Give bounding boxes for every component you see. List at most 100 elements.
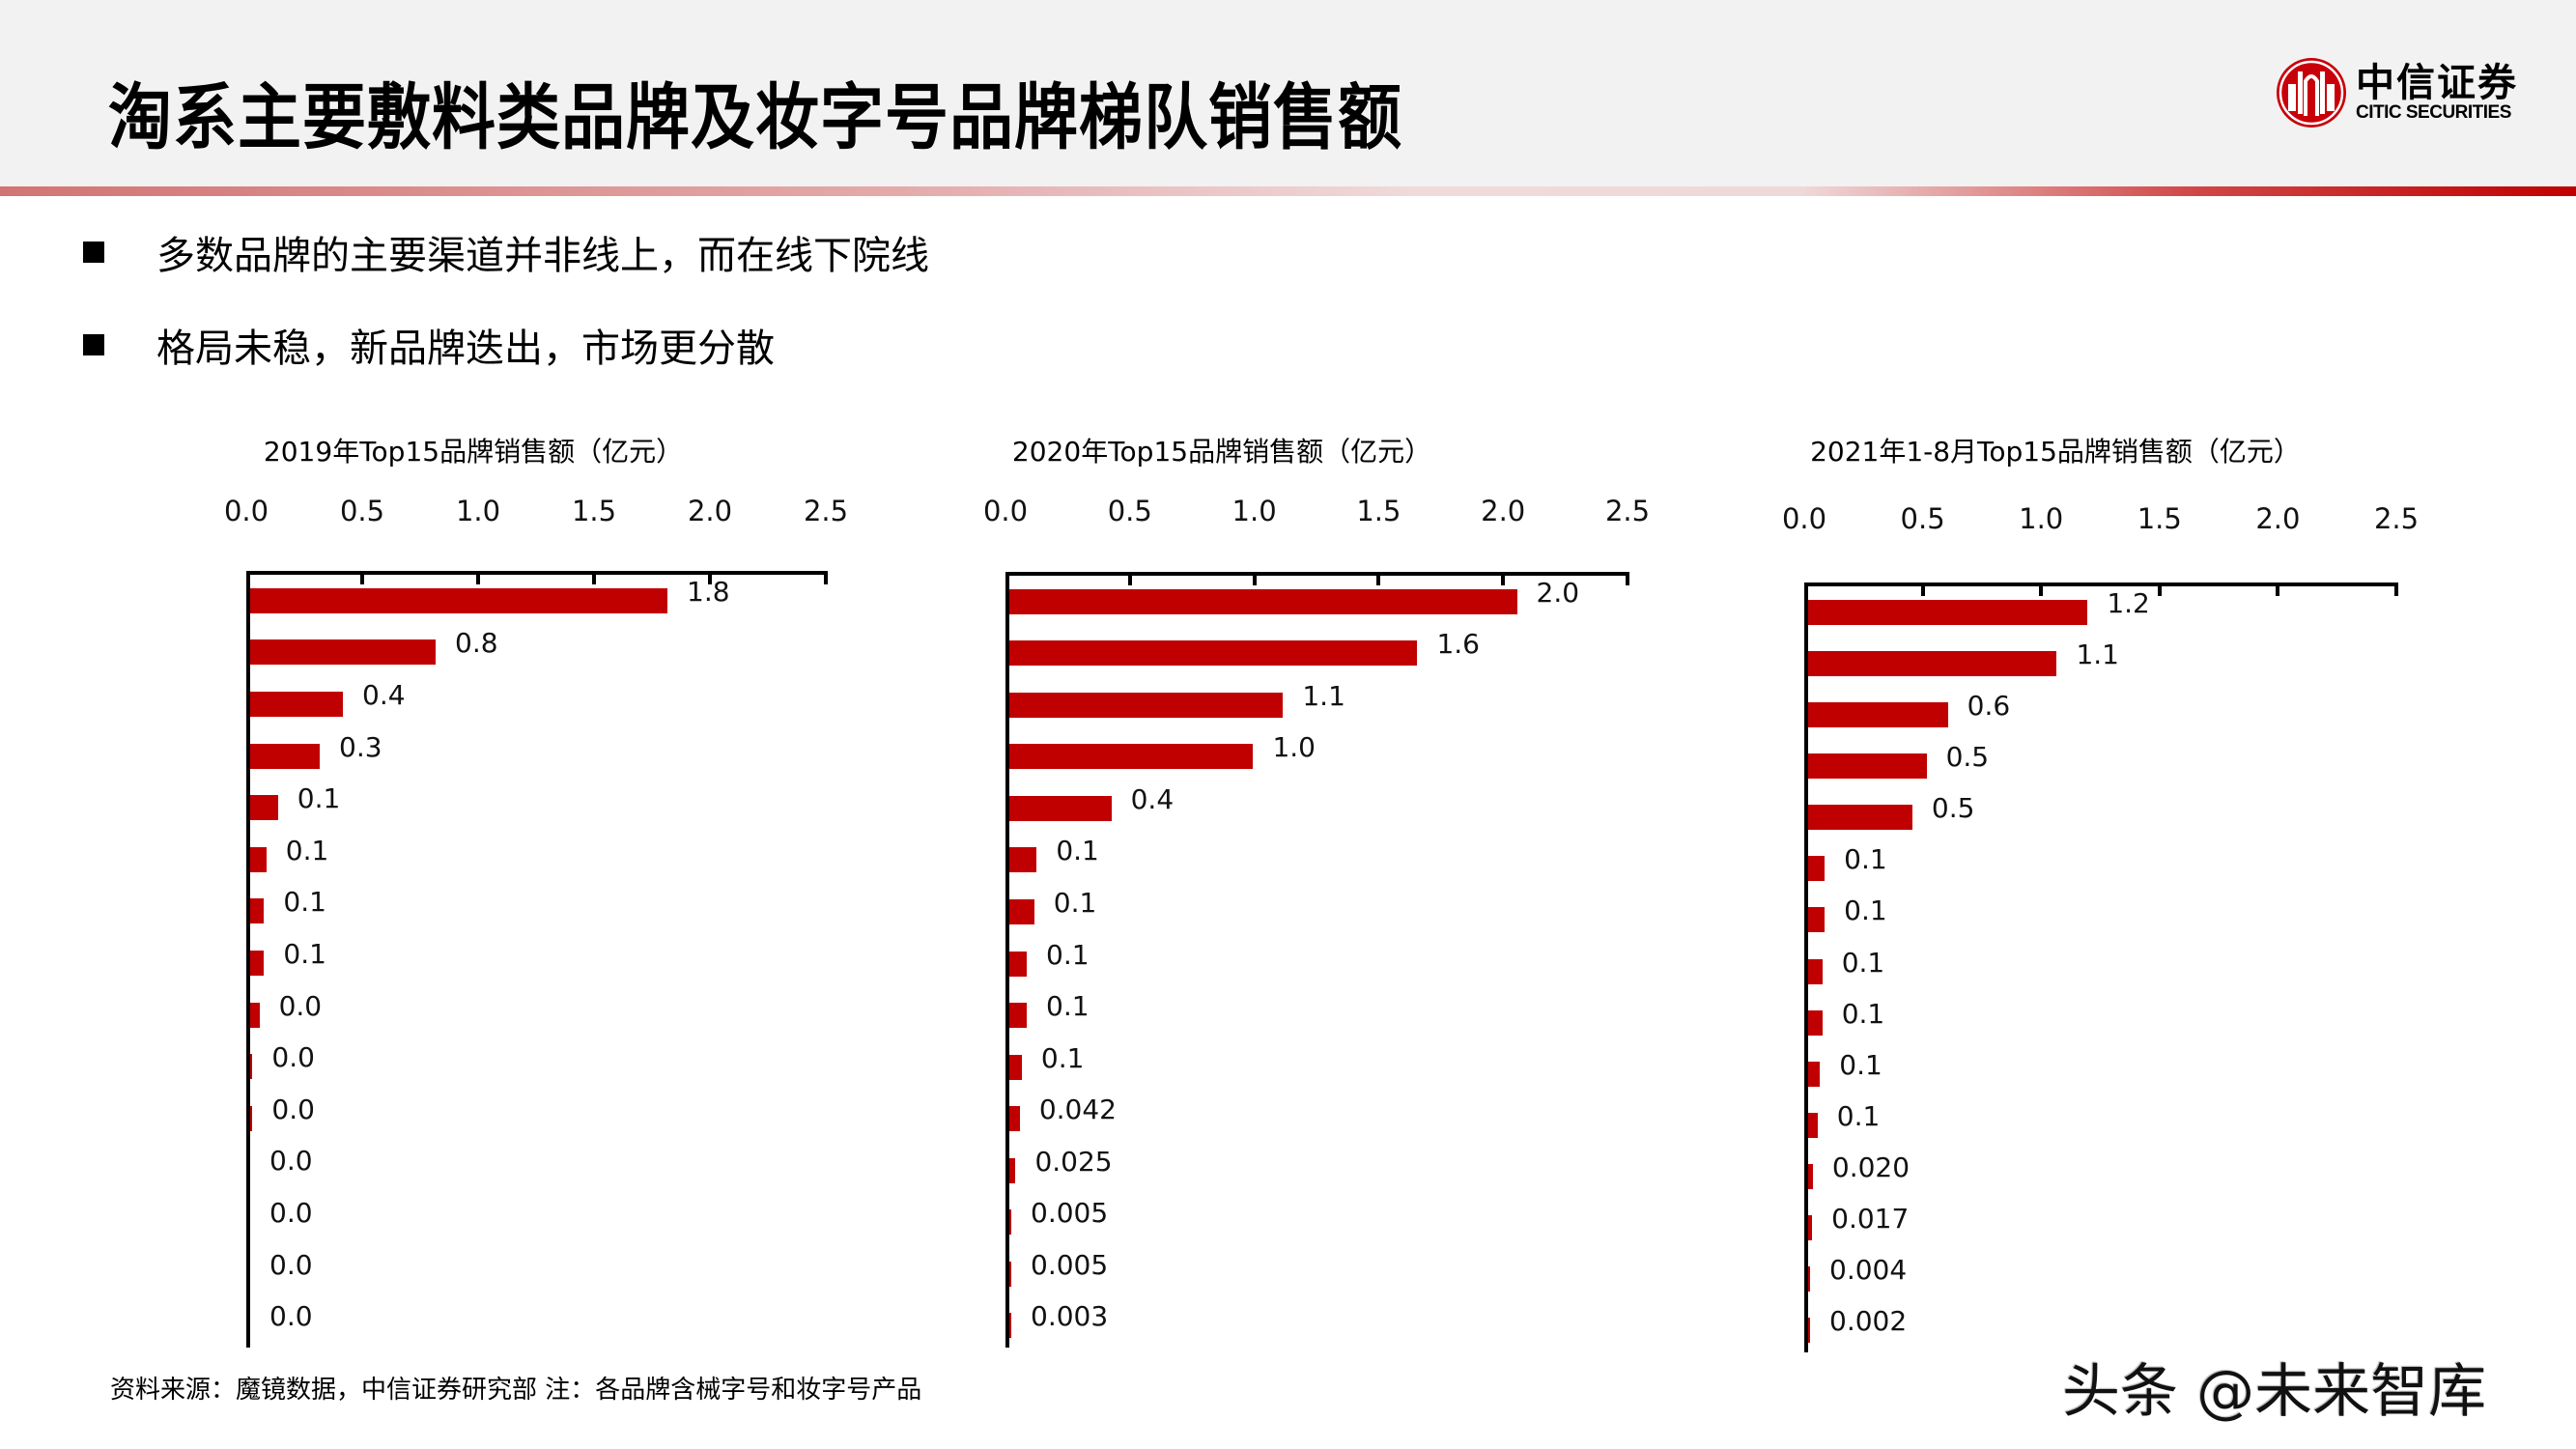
bar <box>1808 856 1826 882</box>
bar-value-label: 0.1 <box>1844 843 1887 876</box>
logo-en-text: CITIC SECURITIES <box>2356 102 2511 123</box>
bar-value-label: 0.003 <box>1031 1300 1109 1333</box>
bar-value-label: 2.0 <box>1536 576 1580 609</box>
bar-value-label: 0.017 <box>1831 1203 1910 1236</box>
bar-value-label: 0.8 <box>455 627 498 660</box>
x-tick-label: 0.0 <box>1781 502 1827 535</box>
bar-value-label: 0.1 <box>1046 990 1090 1023</box>
bar-value-label: 0.002 <box>1829 1305 1908 1338</box>
x-tick-mark <box>592 571 596 584</box>
bar <box>250 1002 260 1028</box>
bar-value-label: 1.0 <box>1272 731 1316 764</box>
x-tick-mark <box>824 571 828 584</box>
x-tick-label: 1.0 <box>1231 495 1277 527</box>
y-axis-line <box>1804 582 1808 1352</box>
bullet-square-icon <box>83 334 104 355</box>
x-tick-label: 1.0 <box>2019 502 2064 535</box>
header-band <box>0 0 2576 186</box>
bar-value-label: 0.1 <box>1836 1099 1881 1132</box>
bar <box>250 692 343 717</box>
bar-value-label: 1.1 <box>1302 679 1345 712</box>
x-tick-mark <box>1920 582 1925 596</box>
bar-value-label: 0.1 <box>1844 895 1887 927</box>
bar <box>1808 1215 1813 1241</box>
bar-value-label: 0.020 <box>1831 1151 1911 1184</box>
bar-value-label: 0.1 <box>285 834 329 867</box>
x-tick-label: 0.5 <box>1900 502 1945 535</box>
x-tick-mark <box>360 571 364 584</box>
bar-value-label: 0.005 <box>1031 1248 1109 1281</box>
x-axis-line <box>1005 572 1629 576</box>
bar <box>1009 1054 1022 1080</box>
bar <box>250 846 267 872</box>
x-tick-mark <box>1501 572 1506 585</box>
bar <box>250 1054 253 1080</box>
bar-value-label: 0.1 <box>1046 938 1090 971</box>
x-tick-label: 2.0 <box>1481 495 1526 527</box>
x-tick-mark <box>2394 582 2398 596</box>
bar <box>1009 1261 1011 1287</box>
x-tick-mark <box>708 571 712 584</box>
x-tick-mark <box>1376 572 1381 585</box>
bar-value-label: 0.1 <box>283 886 326 919</box>
bar <box>1808 1318 1810 1344</box>
bullet-item: 多数品牌的主要渠道并非线上，而在线下院线 <box>83 224 929 280</box>
x-tick-label: 2.5 <box>1604 495 1651 527</box>
bar-value-label: 0.6 <box>1967 689 2011 722</box>
x-tick-label: 1.0 <box>455 495 501 527</box>
bar-value-label: 0.0 <box>269 1248 313 1281</box>
citic-logo-icon <box>2277 58 2346 128</box>
bar-value-label: 1.1 <box>2076 638 2119 670</box>
bar <box>1009 898 1034 924</box>
bar <box>1009 795 1112 821</box>
bar <box>1808 1112 1818 1138</box>
bar-value-label: 0.0 <box>269 1300 313 1333</box>
x-tick-mark <box>1252 572 1257 585</box>
bar-value-label: 0.004 <box>1829 1254 1908 1287</box>
bar-value-label: 0.005 <box>1031 1197 1109 1230</box>
bar-value-label: 0.1 <box>283 938 326 971</box>
bar <box>1808 1266 1810 1293</box>
x-tick-label: 2.5 <box>803 495 849 527</box>
bar-value-label: 1.6 <box>1436 628 1480 661</box>
bar-value-label: 0.5 <box>1945 741 1990 774</box>
bar <box>250 795 278 821</box>
bar <box>250 587 667 613</box>
bar <box>1009 1313 1011 1339</box>
x-tick-label: 1.5 <box>2137 502 2182 535</box>
x-tick-mark <box>2276 582 2280 596</box>
bullet-item: 格局未稳，新品牌迭出，市场更分散 <box>83 317 775 373</box>
bar-value-label: 0.042 <box>1038 1094 1117 1126</box>
citic-logo: 中信证券 CITIC SECURITIES <box>2277 58 2518 128</box>
bar <box>1808 701 1948 727</box>
bar-value-label: 0.3 <box>339 730 382 763</box>
x-tick-label: 0.0 <box>982 495 1029 527</box>
source-note: 资料来源：魔镜数据，中信证券研究部 注：各品牌含械字号和妆字号产品 <box>110 1376 922 1405</box>
x-tick-label: 1.5 <box>1356 495 1401 527</box>
bullet-square-icon <box>83 242 104 263</box>
bar-value-label: 0.1 <box>297 782 341 815</box>
bar <box>250 743 320 769</box>
bar <box>1009 951 1028 977</box>
x-tick-label: 2.0 <box>687 495 733 527</box>
bar <box>1808 907 1826 933</box>
bar <box>1009 744 1254 770</box>
bar-value-label: 0.0 <box>278 989 323 1022</box>
bar-value-label: 0.0 <box>271 1093 315 1125</box>
y-axis-line <box>246 571 250 1348</box>
logo-cn-text: 中信证券 <box>2356 60 2518 105</box>
bar-value-label: 0.1 <box>1056 835 1099 867</box>
watermark: 头条 @未来智库 <box>2062 1358 2487 1426</box>
x-tick-label: 0.5 <box>339 495 385 527</box>
bar-value-label: 1.2 <box>2107 586 2150 619</box>
header-divider <box>0 186 2576 196</box>
bar-value-label: 0.1 <box>1040 1041 1085 1074</box>
x-tick-mark <box>1127 572 1132 585</box>
bar-value-label: 0.1 <box>1841 997 1885 1030</box>
x-tick-mark <box>476 571 480 584</box>
bar <box>250 1105 253 1131</box>
chart-title: 2021年1-8月Top15品牌销售额（亿元） <box>1810 436 2301 468</box>
bar <box>1009 1106 1020 1132</box>
bar-value-label: 0.0 <box>269 1197 313 1230</box>
bar <box>1808 753 1927 779</box>
